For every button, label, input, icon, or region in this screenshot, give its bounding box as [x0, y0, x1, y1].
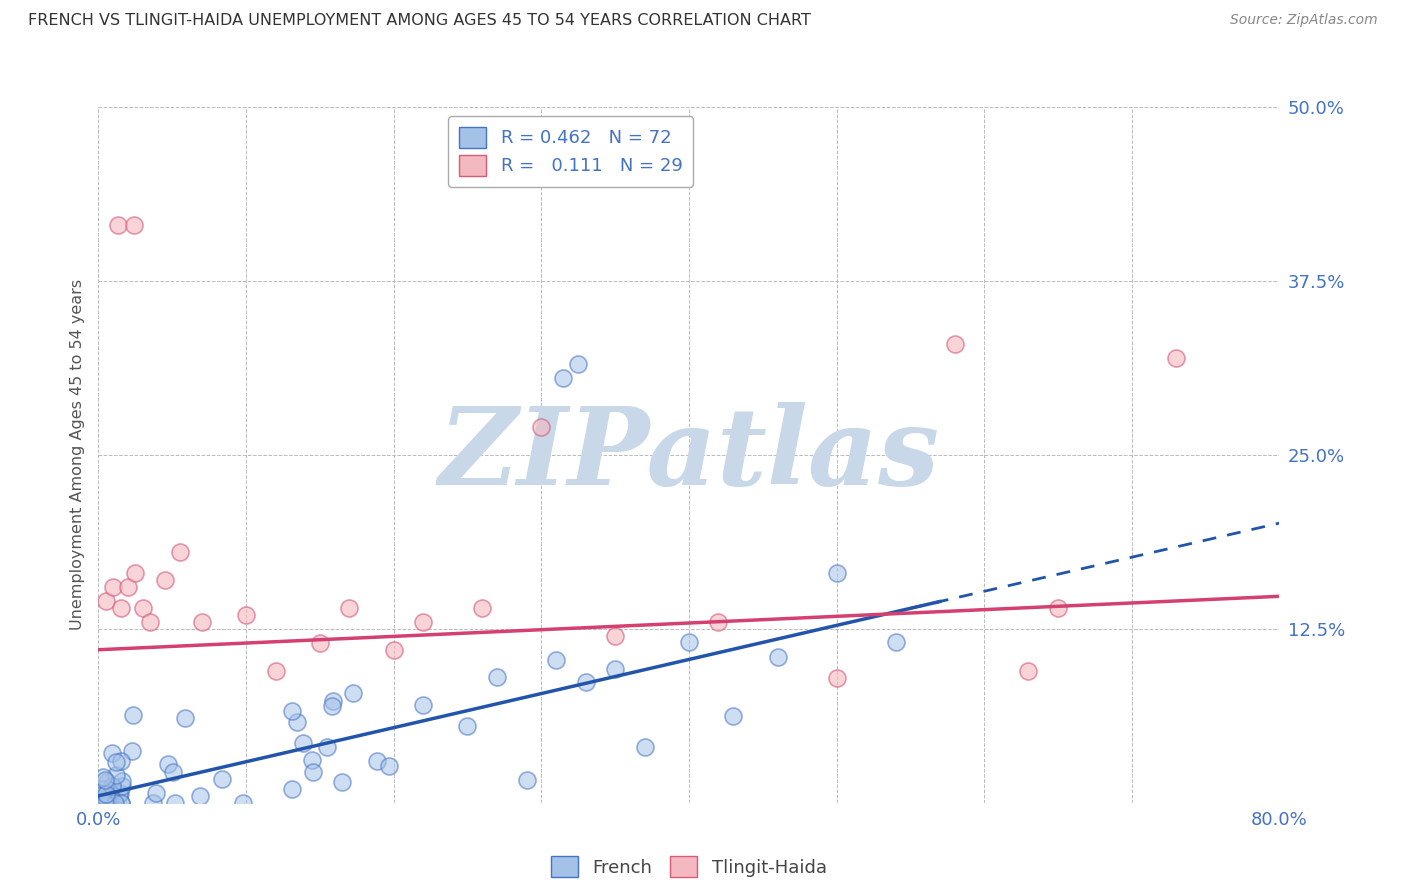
Point: [412, 615, 434, 629]
Point: [382, 642, 405, 657]
Point: [188, 789, 211, 804]
Point: [456, 719, 478, 733]
Point: [316, 740, 339, 755]
Point: [117, 580, 139, 594]
Point: [574, 674, 596, 689]
Point: [301, 754, 323, 768]
Point: [342, 686, 364, 700]
Point: [91, 770, 114, 784]
Point: [264, 664, 287, 678]
Point: [89, 796, 111, 810]
Point: [96, 793, 118, 807]
Point: [139, 615, 162, 629]
Point: [884, 635, 907, 649]
Point: [471, 601, 494, 615]
Point: [825, 671, 848, 685]
Point: [605, 629, 627, 643]
Point: [567, 358, 589, 372]
Point: [280, 781, 302, 796]
Point: [232, 796, 254, 810]
Point: [110, 796, 132, 810]
Point: [285, 714, 308, 729]
Point: [104, 796, 127, 810]
Point: [94, 796, 117, 810]
Point: [93, 772, 115, 787]
Point: [515, 772, 537, 787]
Point: [1046, 601, 1069, 615]
Point: [90, 789, 112, 803]
Point: [486, 670, 509, 684]
Point: [943, 336, 966, 351]
Point: [292, 736, 315, 750]
Point: [378, 759, 401, 773]
Point: [110, 796, 132, 810]
Point: [101, 779, 124, 793]
Point: [97, 796, 120, 810]
Point: [163, 796, 186, 810]
Point: [105, 768, 128, 782]
Point: [157, 757, 180, 772]
Point: [322, 693, 344, 707]
Point: [191, 615, 214, 629]
Point: [97, 796, 120, 810]
Point: [107, 219, 129, 233]
Point: [121, 708, 143, 723]
Point: [108, 787, 131, 801]
Point: [330, 775, 353, 789]
Point: [91, 792, 114, 806]
Point: [101, 746, 124, 760]
Point: [766, 649, 789, 664]
Point: [110, 779, 132, 793]
Point: [605, 662, 627, 676]
Point: [169, 545, 191, 559]
Point: [153, 573, 176, 587]
Point: [110, 601, 132, 615]
Point: [91, 782, 114, 797]
Point: [530, 420, 553, 434]
Point: [678, 634, 700, 648]
Point: [145, 787, 167, 801]
Point: [633, 740, 655, 755]
Point: [366, 754, 388, 768]
Point: [96, 775, 118, 789]
Point: [110, 755, 132, 769]
Point: [1164, 351, 1187, 365]
Point: [553, 371, 575, 385]
Point: [211, 772, 233, 786]
Point: [723, 709, 745, 723]
Point: [124, 566, 146, 581]
Point: [162, 765, 184, 780]
Point: [707, 615, 730, 629]
Text: FRENCH VS TLINGIT-HAIDA UNEMPLOYMENT AMONG AGES 45 TO 54 YEARS CORRELATION CHART: FRENCH VS TLINGIT-HAIDA UNEMPLOYMENT AMO…: [28, 13, 811, 29]
Point: [103, 580, 125, 594]
Point: [108, 786, 131, 800]
Point: [339, 601, 360, 615]
Point: [825, 566, 848, 581]
Point: [105, 756, 128, 770]
Point: [94, 594, 117, 608]
Point: [321, 698, 343, 713]
Point: [1017, 664, 1039, 678]
Point: [111, 773, 134, 788]
Y-axis label: Unemployment Among Ages 45 to 54 years: Unemployment Among Ages 45 to 54 years: [70, 279, 86, 631]
Point: [174, 711, 197, 725]
Legend: French, Tlingit-Haida: French, Tlingit-Haida: [544, 849, 834, 884]
Text: ZIPatlas: ZIPatlas: [439, 402, 939, 508]
Point: [93, 796, 115, 810]
Text: Source: ZipAtlas.com: Source: ZipAtlas.com: [1230, 13, 1378, 28]
Point: [412, 698, 434, 712]
Point: [101, 796, 124, 810]
Point: [96, 787, 118, 801]
Point: [235, 607, 257, 622]
Point: [309, 636, 332, 650]
Point: [121, 744, 143, 758]
Point: [302, 764, 325, 779]
Point: [98, 786, 121, 800]
Point: [94, 796, 117, 810]
Point: [281, 704, 304, 718]
Point: [546, 653, 568, 667]
Point: [141, 796, 163, 810]
Point: [132, 601, 155, 615]
Point: [122, 219, 145, 233]
